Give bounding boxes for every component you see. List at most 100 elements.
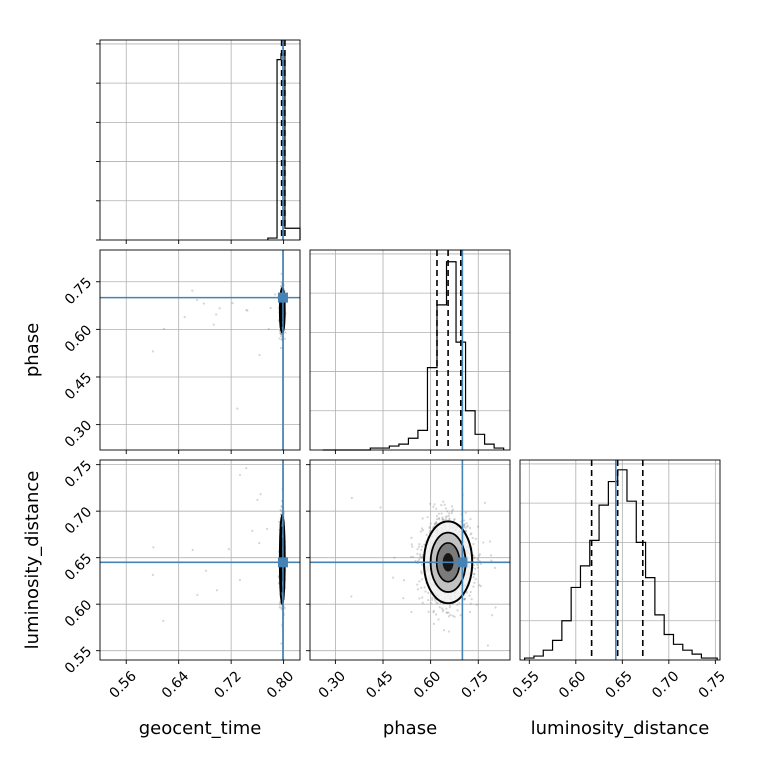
sample-point [472, 585, 475, 588]
sample-point [440, 504, 443, 507]
y-axis-label: phase [22, 323, 43, 377]
sample-point [450, 510, 454, 513]
sample-point [283, 337, 287, 340]
sample-point [429, 522, 432, 525]
sample-point [440, 512, 443, 515]
sample-point [432, 611, 435, 614]
sample-point [435, 601, 438, 604]
sample-point [470, 532, 473, 535]
sample-point [432, 622, 435, 625]
histogram-step [322, 261, 505, 451]
sample-point [463, 598, 466, 601]
x-tick-label: 0.70 [649, 668, 682, 701]
sample-point [463, 523, 466, 526]
x-tick-label: 0.80 [264, 668, 297, 701]
sample-point [162, 619, 165, 622]
sample-point [436, 602, 439, 605]
sample-point [453, 615, 456, 618]
sample-point [417, 559, 420, 563]
sample-point [280, 509, 283, 513]
sample-point [493, 566, 497, 569]
sample-point [465, 522, 468, 525]
x-axis-label: luminosity_distance [531, 718, 710, 739]
scatter-points [350, 493, 497, 660]
sample-point [350, 496, 353, 500]
sample-point [416, 583, 419, 586]
sample-point [426, 516, 429, 519]
panel-phase_1d [309, 249, 511, 454]
sample-point [273, 293, 277, 296]
sample-point [183, 315, 186, 319]
panel-luminosity_distance_vs_geocent_time: 0.56 0.64 0.72 0.80 0.55 0.60 0.65 0.70 0.75 geoc… [22, 458, 301, 739]
truth-marker [457, 557, 468, 568]
sample-point [446, 510, 449, 513]
sample-point [478, 554, 481, 557]
histogram-step [524, 469, 718, 660]
panel-phase_vs_geocent_time: 0.30 0.45 0.60 0.75 phase [22, 249, 301, 454]
sample-point [265, 527, 269, 530]
sample-point [462, 519, 466, 522]
sample-point [421, 601, 424, 604]
sample-point [488, 540, 492, 543]
sample-point [402, 597, 405, 600]
sample-point [418, 542, 421, 546]
sample-point [477, 557, 480, 560]
sample-point [191, 289, 194, 292]
sample-point [474, 537, 477, 540]
sample-point [459, 614, 462, 617]
sample-point [445, 518, 448, 521]
truth-marker [277, 557, 288, 568]
sample-point [420, 578, 424, 581]
sample-point [151, 350, 154, 353]
sample-point [476, 563, 479, 566]
sample-point [416, 588, 420, 591]
sample-point [478, 584, 481, 587]
sample-point [419, 570, 423, 573]
sample-point [462, 523, 466, 526]
sample-point [466, 525, 469, 528]
truth-marker [277, 292, 288, 303]
x-tick-label: 0.72 [211, 668, 244, 701]
sample-point [424, 590, 427, 593]
sample-point [442, 518, 446, 521]
panel-luminosity_distance_1d: 0.55 0.60 0.65 0.70 0.75 luminosity_distance [510, 459, 729, 739]
sample-point [483, 501, 487, 504]
sample-point [444, 507, 448, 510]
sample-point [474, 567, 477, 571]
sample-point [438, 518, 441, 521]
sample-point [441, 518, 444, 521]
sample-point [469, 590, 472, 594]
sample-point [410, 610, 413, 614]
sample-point [215, 313, 218, 316]
sample-point [446, 515, 449, 518]
sample-point [196, 298, 199, 302]
sample-point [468, 526, 472, 530]
sample-point [256, 498, 259, 501]
sample-point [463, 597, 466, 600]
sample-point [474, 578, 477, 581]
y-tick-label: 0.75 [62, 275, 95, 308]
sample-point [432, 609, 435, 613]
sample-point [433, 522, 437, 525]
sample-point [427, 591, 430, 594]
sample-point [227, 548, 230, 551]
sample-point [466, 524, 469, 527]
sample-point [475, 603, 478, 606]
sample-point [478, 559, 481, 563]
sample-point [421, 517, 424, 520]
axes-frame [99, 249, 301, 451]
sample-point [433, 522, 436, 526]
sample-point [280, 281, 283, 284]
sample-point [417, 545, 421, 548]
sample-point [280, 606, 283, 609]
sample-point [465, 591, 468, 594]
sample-point [428, 527, 431, 530]
sample-point [448, 517, 451, 520]
sample-point [445, 607, 448, 610]
sample-point [451, 614, 454, 617]
sample-point [443, 503, 446, 506]
x-tick-label: 0.60 [411, 668, 444, 701]
axes-frame [99, 39, 301, 241]
sample-point [451, 508, 455, 511]
sample-point [202, 302, 205, 305]
